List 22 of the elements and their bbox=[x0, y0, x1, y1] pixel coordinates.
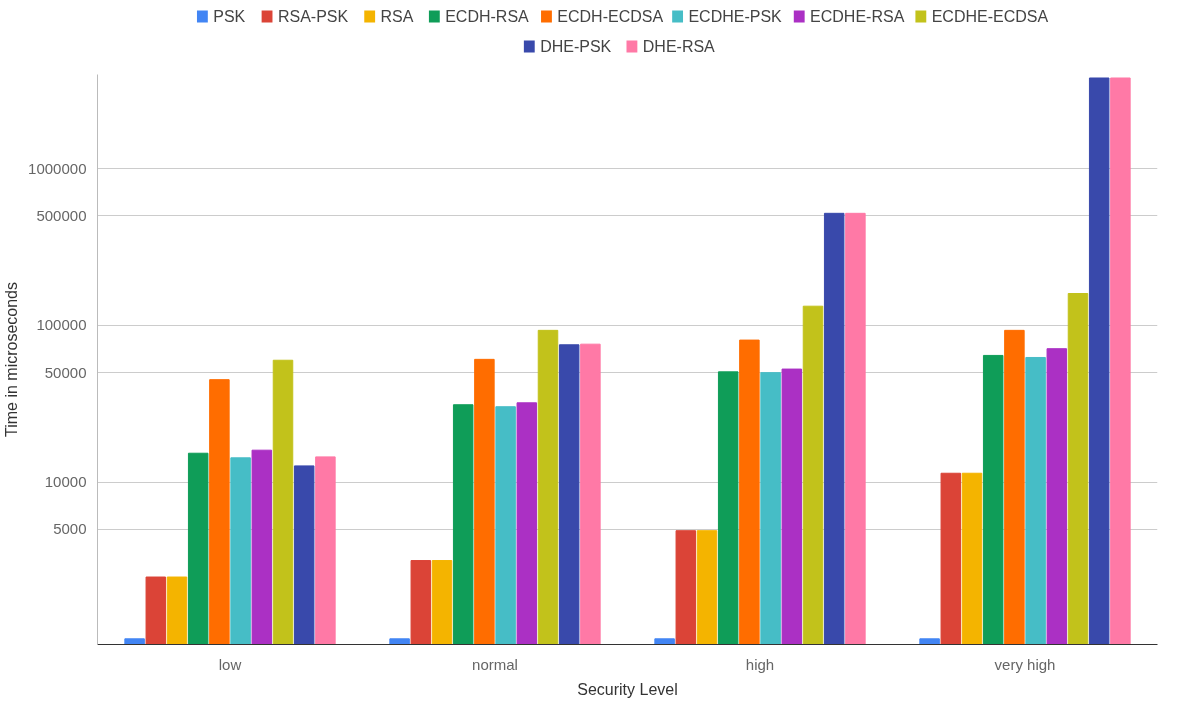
x-tick-label: high bbox=[745, 655, 775, 673]
y-tick-label: 5000 bbox=[53, 520, 87, 538]
y-tick-label: 500000 bbox=[36, 206, 87, 224]
legend-label: ECDH-RSA bbox=[445, 8, 530, 25]
y-tick-label: 10000 bbox=[44, 473, 87, 491]
legend-label: DHE-PSK bbox=[540, 38, 612, 55]
x-tick-label: very high bbox=[994, 655, 1056, 673]
y-tick-label: 1000000 bbox=[28, 159, 87, 177]
y-axis-title: Time in microseconds bbox=[3, 281, 21, 437]
legend-label: ECDHE-ECDSA bbox=[931, 8, 1049, 25]
legend-label: ECDHE-RSA bbox=[810, 8, 905, 25]
legend-label: RSA bbox=[380, 8, 414, 25]
legend-label: ECDHE-PSK bbox=[688, 8, 783, 25]
legend-label: PSK bbox=[213, 8, 246, 25]
legend-label: ECDH-ECDSA bbox=[557, 8, 664, 25]
legend-label: RSA-PSK bbox=[277, 8, 349, 25]
y-tick-label: 100000 bbox=[36, 316, 87, 334]
x-axis-title: Security Level bbox=[577, 680, 678, 698]
legend-label: DHE-RSA bbox=[642, 38, 716, 55]
x-tick-label: low bbox=[218, 655, 242, 673]
y-tick-label: 50000 bbox=[44, 363, 87, 381]
x-tick-label: normal bbox=[472, 655, 518, 673]
